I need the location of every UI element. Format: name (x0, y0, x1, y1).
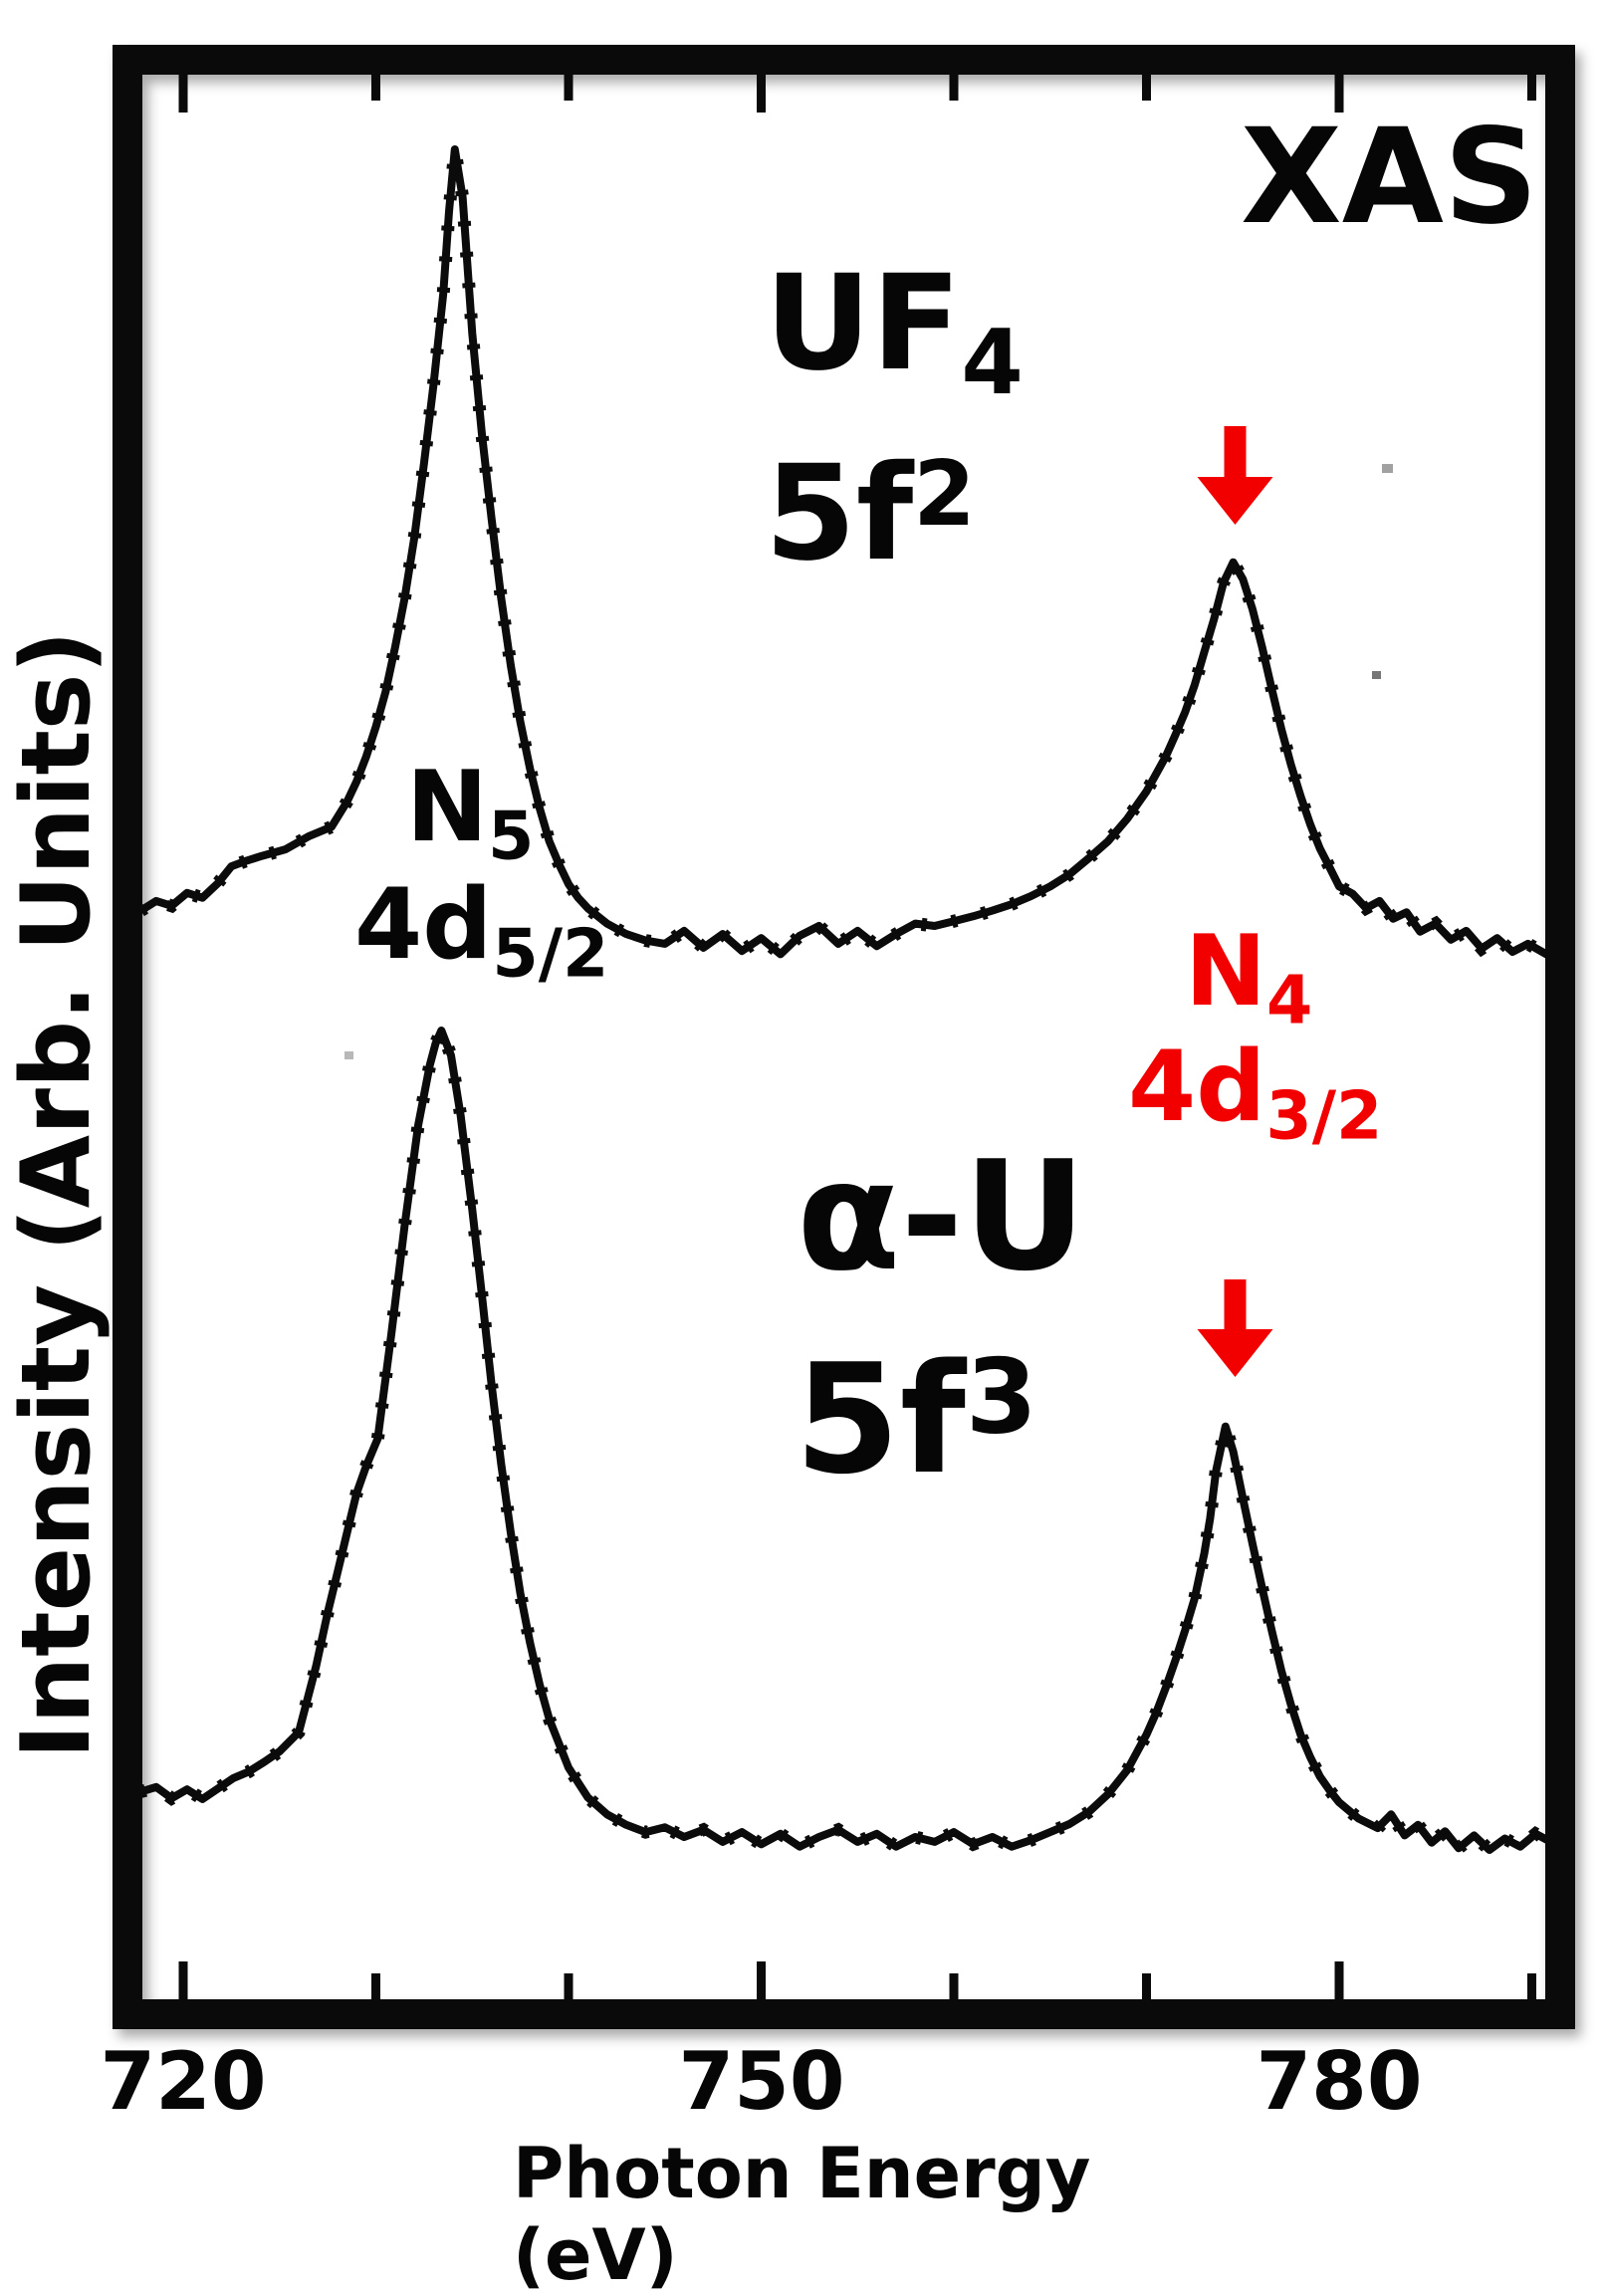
sample-label-alpha-u: α-U (797, 1128, 1086, 1304)
n4-subscript: 4 (1266, 961, 1313, 1039)
red-down-arrow (1197, 426, 1273, 525)
peak-label-n4: N4 (1185, 923, 1312, 1033)
x-axis-ticks (178, 75, 1536, 1999)
x-axis-title: Photon Energy (eV) (513, 2133, 1091, 2296)
technique-label-xas: XAS (1241, 101, 1538, 254)
d52-text: 4d (354, 868, 493, 982)
f2-superscript: 2 (913, 442, 976, 547)
f3-text: 5f (795, 1331, 966, 1507)
figure-canvas: Intensity (Arb. Units) XAS UF4 5f2 N5 4d… (2, 45, 1575, 2296)
n4-text: N (1185, 915, 1267, 1029)
peak-label-4d32: 4d3/2 (1128, 1038, 1382, 1149)
d52-subscript: 5/2 (492, 914, 609, 993)
x-tick-label-780: 780 (1256, 2035, 1423, 2128)
uf4-text: UF (765, 247, 962, 400)
red-down-arrow (1197, 1279, 1273, 1377)
uf4-subscript: 4 (961, 312, 1024, 416)
uf4-spectrum-curve (142, 145, 1545, 959)
config-label-5f2: 5f2 (765, 448, 976, 579)
plot-frame (113, 45, 1575, 2029)
scan-speck (1372, 671, 1381, 679)
n5-text: N (406, 751, 489, 864)
config-label-5f3: 5f3 (795, 1344, 1037, 1495)
red-marker-arrows (1197, 426, 1273, 1377)
f2-text: 5f (765, 437, 914, 590)
d32-text: 4d (1128, 1031, 1266, 1144)
d32-subscript: 3/2 (1265, 1076, 1383, 1155)
peak-label-n5: N5 (406, 759, 534, 869)
sample-label-uf4: UF4 (765, 258, 1024, 409)
alpha-u-spectrum-curve (142, 1027, 1545, 1854)
xas-spectra-plot (113, 45, 1575, 2029)
y-axis-title: Intensity (Arb. Units) (2, 630, 112, 1759)
x-tick-label-750: 750 (678, 2035, 845, 2128)
peak-label-4d52: 4d5/2 (354, 876, 608, 987)
f3-superscript: 3 (965, 1337, 1037, 1458)
n5-subscript: 5 (488, 797, 535, 875)
scan-speck (344, 1051, 353, 1059)
scan-speck (1382, 464, 1393, 473)
x-tick-label-720: 720 (100, 2035, 267, 2128)
